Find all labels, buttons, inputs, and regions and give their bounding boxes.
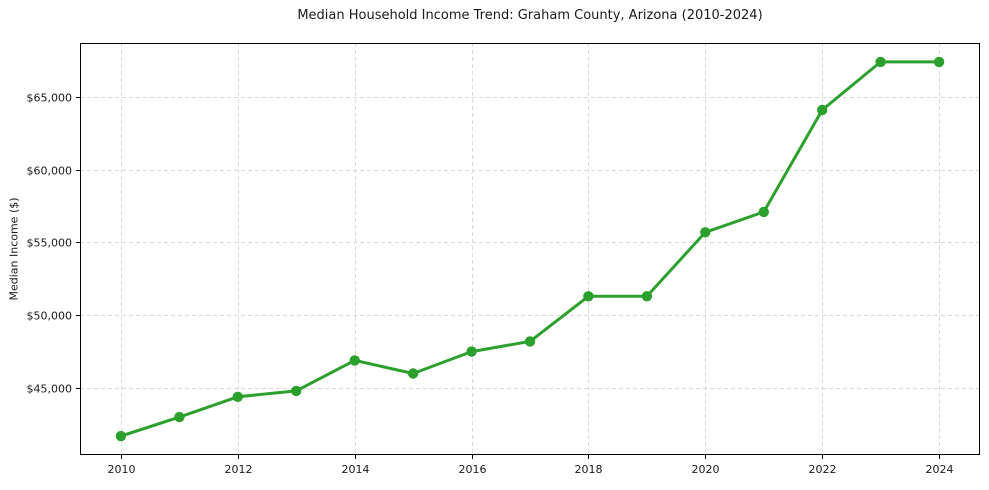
income-trend-line xyxy=(119,60,941,438)
data-point-2016 xyxy=(466,346,477,357)
data-point-2013 xyxy=(291,385,302,397)
y-tick-label: $50,000 xyxy=(27,310,73,323)
data-point-2018 xyxy=(583,291,594,302)
x-tick-label: 2020 xyxy=(692,463,720,476)
data-point-2023 xyxy=(875,56,886,68)
data-point-2020 xyxy=(700,227,711,238)
x-tick-label: 2022 xyxy=(809,463,837,476)
x-tick-label: 2018 xyxy=(575,463,603,476)
data-point-2021 xyxy=(758,206,769,218)
x-tick-label: 2016 xyxy=(459,463,487,476)
data-point-2014 xyxy=(349,355,360,366)
data-point-2011 xyxy=(174,411,185,423)
x-tick-label: 2024 xyxy=(926,463,954,476)
y-tick-label: $65,000 xyxy=(27,92,73,105)
data-point-2015 xyxy=(407,368,419,379)
chart-title: Median Household Income Trend: Graham Co… xyxy=(297,8,763,23)
x-tick-label: 2010 xyxy=(108,463,136,476)
data-point-2012 xyxy=(232,391,243,402)
y-tick-label: $55,000 xyxy=(27,237,73,250)
data-point-2019 xyxy=(641,291,653,302)
data-point-2017 xyxy=(524,336,536,347)
x-tick-label: 2012 xyxy=(225,463,253,476)
y-tick-label: $60,000 xyxy=(27,165,73,178)
data-point-2010 xyxy=(115,430,127,442)
axes-frame xyxy=(80,43,980,455)
data-point-2024 xyxy=(933,56,945,68)
y-tick-label: $45,000 xyxy=(27,383,73,396)
data-point-2022 xyxy=(817,104,828,116)
x-tick-label: 2014 xyxy=(342,463,370,476)
